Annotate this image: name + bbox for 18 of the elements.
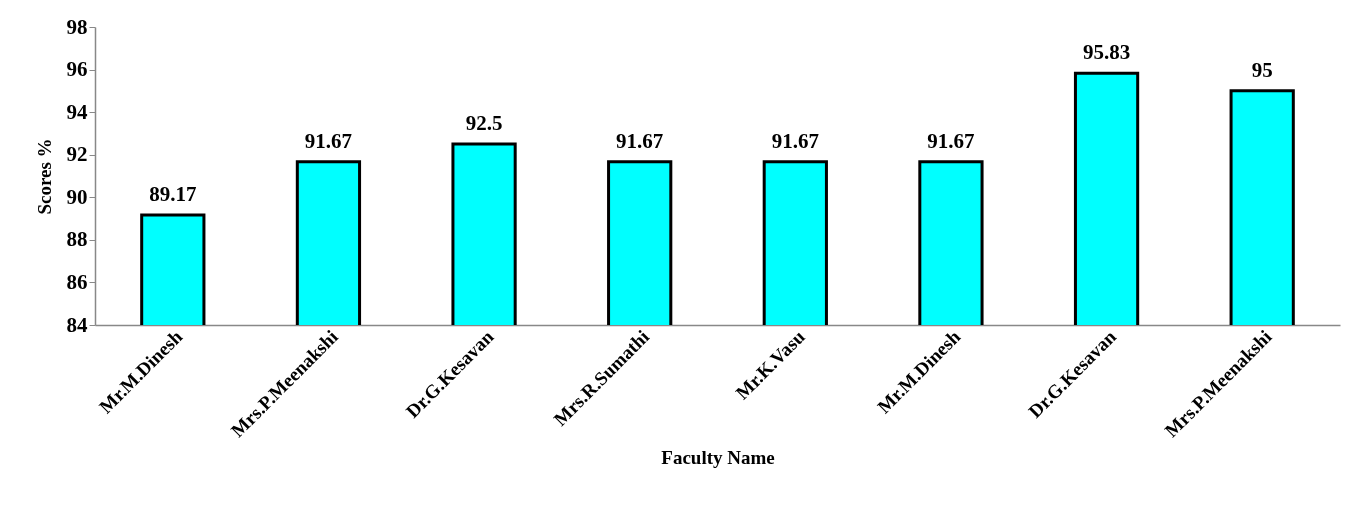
y-tick-label: 86 <box>66 269 88 294</box>
y-tick-label: 92 <box>66 142 88 167</box>
x-axis-title: Faculty Name <box>661 447 775 469</box>
data-label: 89.17 <box>149 181 197 206</box>
y-tick-label: 88 <box>66 227 88 252</box>
data-label: 91.67 <box>927 128 975 153</box>
data-label: 91.67 <box>616 128 664 153</box>
y-axis-title: Scores % <box>33 138 55 215</box>
y-tick-label: 90 <box>66 184 88 209</box>
data-label: 95.83 <box>1082 40 1131 65</box>
data-label: 92.5 <box>465 111 503 136</box>
y-tick-label: 98 <box>66 14 88 39</box>
y-tick-label: 96 <box>66 57 88 82</box>
data-label: 95 <box>1251 57 1273 82</box>
y-tick-label: 84 <box>66 312 88 337</box>
y-tick-label: 94 <box>66 99 88 124</box>
data-label: 91.67 <box>771 128 819 153</box>
data-label: 91.67 <box>304 128 353 153</box>
